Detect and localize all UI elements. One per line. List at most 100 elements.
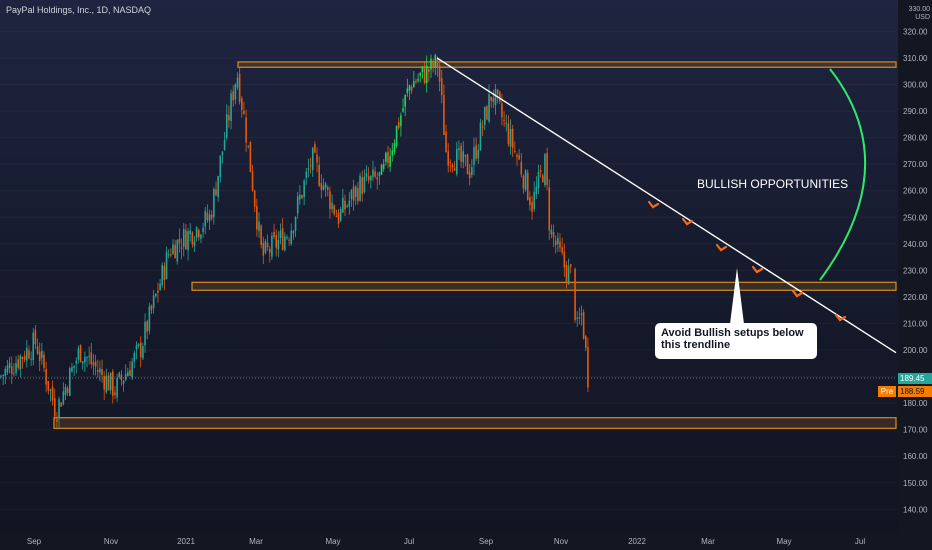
candle-body (204, 210, 207, 227)
candle-body (101, 369, 103, 376)
candle-body (69, 368, 71, 396)
candle-body (456, 148, 458, 175)
candle-body (49, 389, 52, 392)
price-tick-label: 210.00 (903, 319, 928, 328)
candle-body (286, 237, 288, 239)
candle-body (30, 358, 32, 360)
candle-body (221, 151, 224, 156)
candle-body (333, 205, 336, 215)
candle-body (96, 369, 99, 372)
candle-body (28, 350, 30, 359)
candle-body (219, 155, 222, 178)
candle-body (447, 151, 449, 166)
callout-pointer (730, 268, 744, 324)
candle-body (223, 140, 226, 150)
candle-body (425, 65, 428, 84)
candle-body (81, 361, 84, 364)
price-tick-label: 250.00 (903, 213, 928, 222)
price-axis-panel (898, 0, 932, 550)
candle-body (94, 361, 97, 367)
candle-body (473, 147, 475, 166)
candle-body (546, 152, 548, 185)
time-tick-label: Mar (249, 537, 263, 546)
candle-body (112, 371, 114, 396)
candle-body (438, 65, 441, 82)
candle-body (458, 148, 460, 151)
candle-body (483, 107, 486, 126)
candle-body (505, 122, 508, 124)
candle-body (413, 81, 415, 88)
candle-body (305, 171, 308, 178)
candle-body (400, 115, 402, 127)
candle-body (64, 387, 67, 395)
time-tick-label: May (776, 537, 791, 546)
price-tick-label: 180.00 (903, 399, 928, 408)
candle-body (243, 110, 245, 114)
candle-body (296, 196, 299, 214)
candle-body (284, 236, 286, 251)
candle-body (421, 66, 424, 73)
candle-body (563, 251, 566, 268)
candle-body (488, 94, 490, 122)
candle-body (423, 68, 426, 84)
candle-body (324, 183, 327, 189)
candle-body (258, 221, 260, 231)
candle-body (279, 230, 282, 238)
candle-body (135, 345, 138, 350)
candle-body (471, 166, 473, 175)
candle-body (587, 347, 589, 388)
candle-body (494, 89, 497, 106)
candle-body (17, 359, 19, 368)
down-arrow-marker (791, 289, 804, 298)
candle-body (365, 173, 368, 177)
candle-body (529, 197, 531, 206)
candle-body (107, 375, 110, 391)
candle-body (118, 372, 121, 378)
candle-body (122, 380, 125, 384)
candle-body (109, 372, 112, 391)
candle-body (266, 243, 269, 248)
time-tick-label: Nov (554, 537, 568, 546)
candle-body (466, 154, 469, 175)
candle-body (322, 185, 325, 190)
candle-body (524, 170, 527, 191)
candle-body (428, 69, 430, 73)
candle-body (342, 197, 344, 213)
candle-body (114, 392, 116, 395)
candle-body (236, 77, 239, 88)
down-arrow-marker (715, 243, 728, 252)
candle-body (535, 186, 538, 194)
candle-body (155, 293, 157, 297)
price-tick-label: 140.00 (903, 505, 928, 514)
candle-body (176, 240, 179, 262)
candle-body (163, 266, 166, 280)
candle-body (170, 254, 172, 256)
candle-body (552, 232, 555, 238)
candle-body (234, 84, 237, 100)
candle-body (337, 212, 340, 224)
candle-body (172, 244, 174, 254)
down-arrow-marker (681, 217, 694, 226)
candle-body (79, 345, 82, 362)
trendline-callout[interactable]: Avoid Bullish setups below this trendlin… (655, 323, 817, 359)
candle-body (187, 231, 189, 251)
time-tick-label: 2021 (177, 537, 195, 546)
candle-body (464, 154, 467, 157)
candle-body (402, 108, 404, 112)
candle-body (451, 164, 454, 168)
candle-body (406, 88, 409, 94)
candle-body (36, 346, 39, 354)
symbol-title[interactable]: PayPal Holdings, Inc., 1D, NASDAQ (6, 5, 152, 15)
time-tick-label: Sep (27, 537, 42, 546)
candle-body (241, 98, 243, 110)
candle-body (290, 230, 293, 244)
candle-body (152, 295, 155, 308)
bullish-opportunities-label[interactable]: BULLISH OPPORTUNITIES (697, 177, 849, 191)
price-axis-header: 330.00 USD (900, 6, 930, 22)
candle-body (2, 375, 4, 377)
candle-body (339, 209, 342, 221)
candle-body (559, 241, 561, 248)
